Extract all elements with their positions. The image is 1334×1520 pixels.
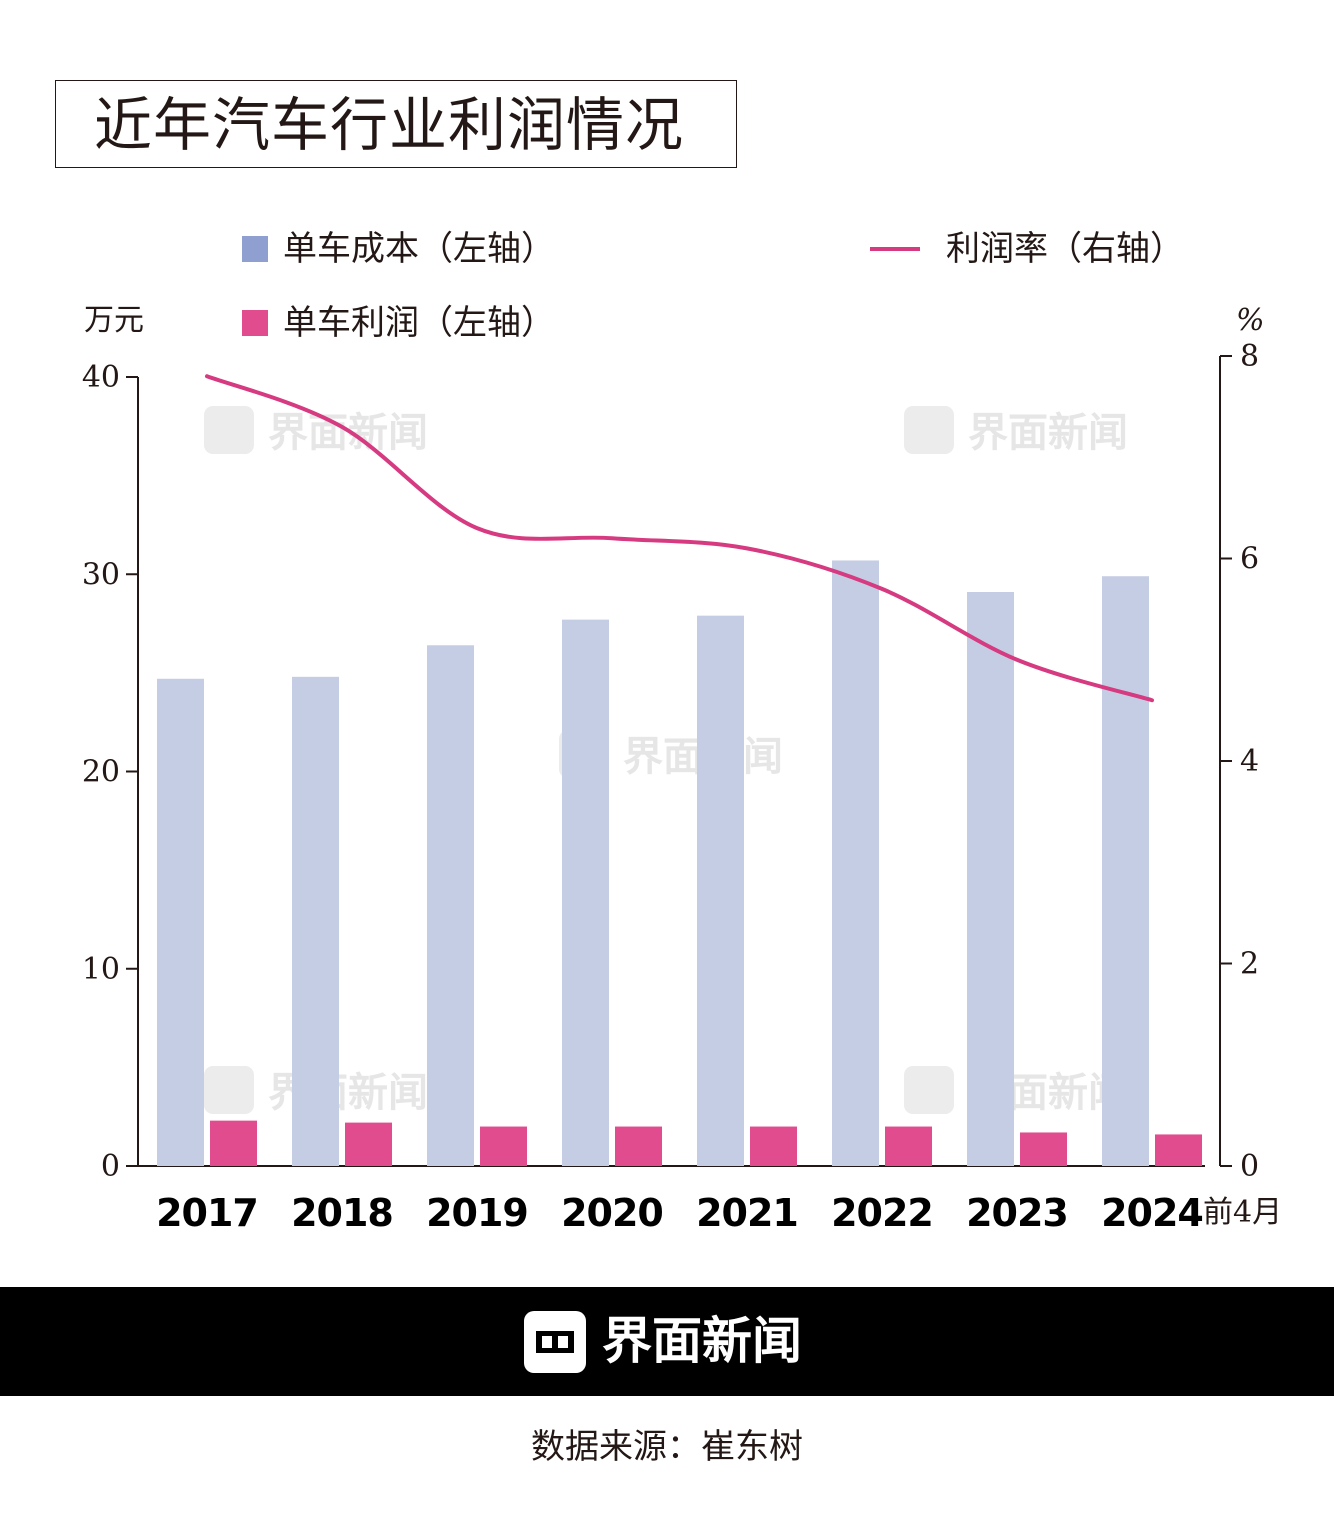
legend-rate-label: 利润率（右轴） [946, 229, 1184, 269]
chart-title: 近年汽车行业利润情况 [94, 91, 685, 159]
left-axis-unit: 万元 [84, 303, 144, 338]
footer-brand: 界面新闻 [602, 1312, 802, 1370]
jiemian-logo-icon [524, 1311, 586, 1373]
right-tick-label: 0 [1240, 1149, 1259, 1184]
right-tick-label: 2 [1240, 947, 1259, 982]
watermark-logo-icon [204, 1066, 254, 1114]
watermark-logo-icon [204, 406, 254, 454]
profit-bar [480, 1126, 527, 1166]
profit-bar [750, 1126, 797, 1166]
cost-bar [697, 615, 744, 1166]
profit-rate-line [205, 374, 1154, 703]
x-tick-label: 2020 [561, 1191, 663, 1235]
x-suffix-label: 前4月 [1203, 1195, 1282, 1230]
right-tick-label: 4 [1240, 744, 1259, 779]
right-tick-label: 6 [1240, 542, 1259, 577]
right-axis-unit: % [1236, 303, 1265, 338]
left-tick-label: 40 [82, 360, 120, 395]
right-tick-label: 8 [1240, 339, 1259, 374]
left-tick-label: 30 [82, 557, 120, 592]
cost-bar [157, 678, 204, 1166]
watermark-logo-icon [904, 406, 954, 454]
profit-bar [1020, 1132, 1067, 1166]
footer-bar: 界面新闻 [0, 1287, 1334, 1396]
x-tick-label: 2017 [156, 1191, 258, 1235]
x-tick-label: 2021 [696, 1191, 798, 1235]
cost-bar [427, 645, 474, 1166]
watermark-text: 界面新闻 [968, 410, 1128, 456]
profit-bar [885, 1126, 932, 1166]
profit-bar [345, 1122, 392, 1166]
left-tick-label: 20 [82, 755, 120, 790]
cost-bar [292, 676, 339, 1166]
cost-bar [832, 560, 879, 1166]
x-tick-label: 2019 [426, 1191, 528, 1235]
legend-cost-swatch [242, 236, 268, 262]
left-tick-label: 10 [82, 952, 120, 987]
legend-rate-line [870, 247, 920, 251]
x-tick-label: 2024 [1101, 1191, 1203, 1235]
legend-profit-label: 单车利润（左轴） [283, 303, 555, 343]
cost-bar [562, 619, 609, 1166]
left-tick-label: 0 [101, 1149, 120, 1184]
profit-bar [210, 1120, 257, 1166]
watermark-text: 界面新闻 [268, 410, 428, 456]
chart-svg: 界面新闻界面新闻界面新闻界面新闻界面新闻010203040万元02468%201… [82, 303, 1282, 1235]
watermark-logo-icon [904, 1066, 954, 1114]
profit-bar [615, 1126, 662, 1166]
cost-bar [967, 592, 1014, 1166]
legend-cost-label: 单车成本（左轴） [283, 229, 555, 269]
x-tick-label: 2023 [966, 1191, 1068, 1235]
cost-bar [1102, 576, 1149, 1166]
x-tick-label: 2018 [291, 1191, 393, 1235]
title-box: 近年汽车行业利润情况 [55, 80, 737, 168]
x-tick-label: 2022 [831, 1191, 933, 1235]
legend-profit-swatch [242, 310, 268, 336]
data-source: 数据来源：崔东树 [531, 1427, 803, 1467]
profit-bar [1155, 1134, 1202, 1166]
